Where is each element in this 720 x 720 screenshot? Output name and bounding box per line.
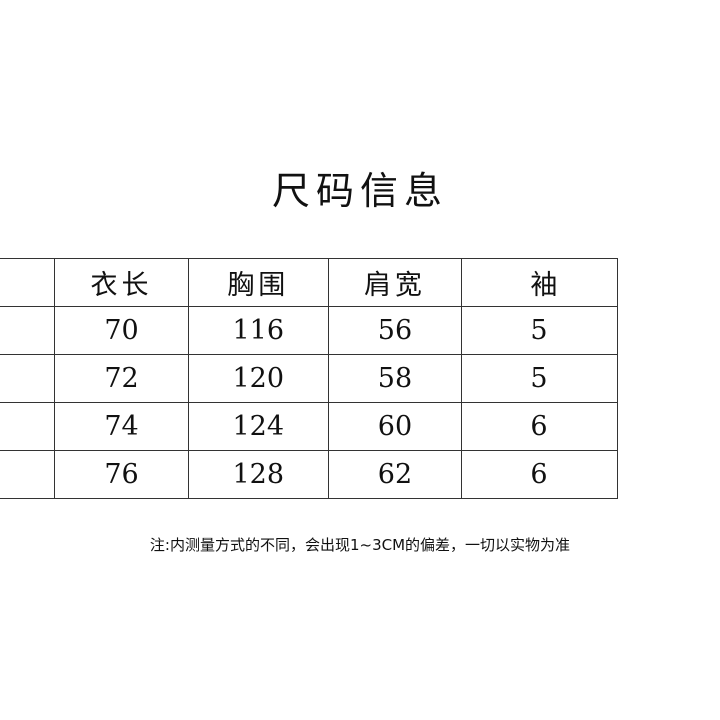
header-sleeve: 袖 [461,258,618,307]
cell: 76 [54,450,189,499]
table-row: 74 124 60 6 [0,402,618,451]
size-cell [0,450,56,499]
size-cell [0,354,56,403]
page-title: 尺码信息 [271,169,448,213]
cell: 72 [54,354,189,403]
cell: 6 [461,450,618,499]
table-row: S 70 116 56 5 [0,306,618,355]
cell: 70 [54,306,189,355]
measurement-note: 注:内测量方式的不同，会出现1~3CM的偏差，一切以实物为准 [149,536,571,554]
header-shoulder: 肩宽 [327,258,463,307]
cell: 120 [187,354,329,403]
cell: 116 [187,306,329,355]
size-cell: S [0,306,56,355]
table-row: 72 120 58 5 [0,354,618,403]
header-length: 衣长 [54,258,189,307]
cell: 58 [327,354,463,403]
table-header-row: 衣长 胸围 肩宽 袖 [0,258,618,307]
cell: 124 [187,402,329,451]
cell: 5 [461,354,618,403]
cell: 74 [54,402,189,451]
cell: 56 [327,306,463,355]
cell: 128 [187,450,329,499]
table-row: 76 128 62 6 [0,450,618,499]
cell: 62 [327,450,463,499]
header-size [0,258,56,307]
header-chest: 胸围 [187,258,329,307]
cell: 60 [327,402,463,451]
size-table: 衣长 胸围 肩宽 袖 S 70 116 56 5 72 120 58 5 74 … [0,258,720,508]
cell: 6 [461,402,618,451]
size-cell [0,402,56,451]
cell: 5 [461,306,618,355]
